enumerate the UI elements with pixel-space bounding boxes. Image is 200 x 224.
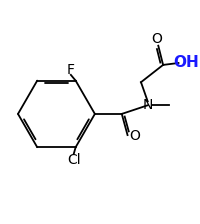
Text: O: O bbox=[150, 32, 161, 46]
Text: Cl: Cl bbox=[67, 153, 80, 167]
Text: F: F bbox=[67, 63, 74, 77]
Text: N: N bbox=[142, 98, 152, 112]
Text: O: O bbox=[128, 129, 139, 143]
Text: OH: OH bbox=[172, 56, 198, 71]
